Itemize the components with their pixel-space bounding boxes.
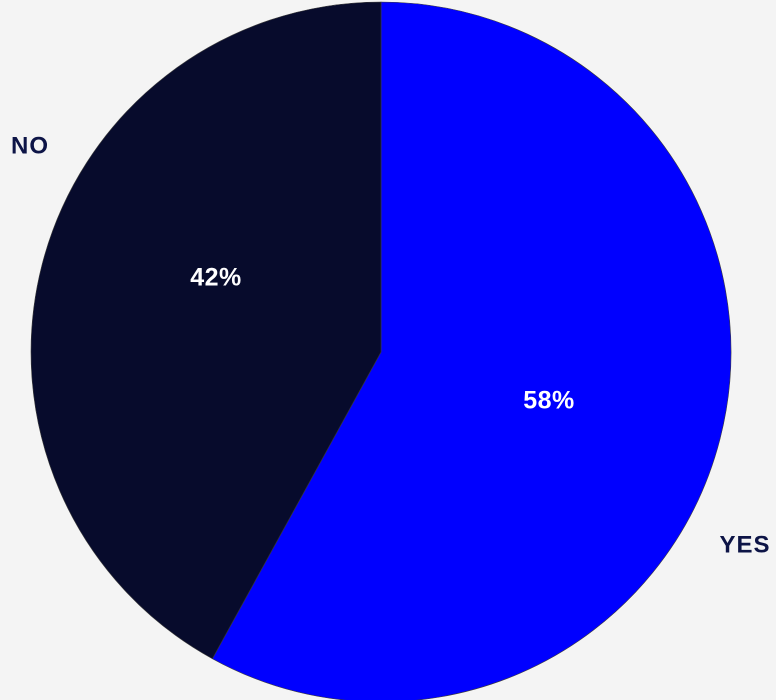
category-label-no: NO [11,132,49,159]
pie-slice-no [30,1,382,660]
value-labels: 58% 42% [190,264,575,415]
pie-slices [30,1,732,700]
value-label-no: 42% [190,264,242,292]
category-labels: YES NO [11,132,770,558]
pie-slice-yes [211,1,732,700]
category-label-yes: YES [719,531,770,558]
value-label-yes: 58% [523,387,575,415]
